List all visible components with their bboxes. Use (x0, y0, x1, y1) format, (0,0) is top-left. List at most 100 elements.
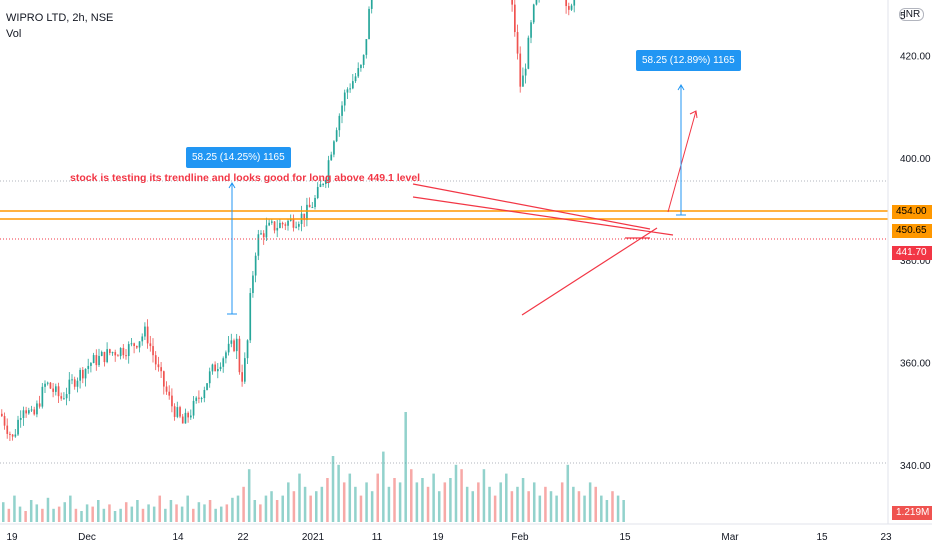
measure-callout-left[interactable]: 58.25 (14.25%) 1165 (186, 147, 291, 168)
x-tick-label: Feb (511, 532, 529, 543)
volume-bars (2, 412, 625, 522)
candle-body (527, 37, 530, 69)
volume-bar (326, 478, 329, 522)
volume-bar (354, 486, 357, 522)
candle-body (238, 338, 241, 373)
x-tick-label: 19 (6, 532, 18, 543)
volume-bar (208, 500, 212, 522)
candle-body (276, 227, 279, 231)
volume-bar (158, 495, 162, 522)
volume-bar (242, 486, 245, 522)
measure-callout-right[interactable]: 58.25 (12.89%) 1165 (636, 50, 741, 71)
volume-bar (141, 508, 145, 522)
candle-body (206, 383, 208, 390)
candles (1, 0, 576, 441)
candle-body (138, 341, 141, 348)
volume-bar (454, 464, 458, 522)
candle-body (76, 380, 79, 387)
y-tick-label: 360.00 (900, 359, 931, 370)
currency-badge[interactable]: INR (899, 8, 925, 21)
volume-bar (616, 495, 620, 522)
candle-body (163, 371, 165, 387)
candle-body (268, 222, 270, 226)
candle-body (17, 419, 19, 435)
volume-bar (13, 495, 16, 522)
volume-bar (532, 482, 536, 522)
candle-body (173, 406, 176, 417)
volume-bar (594, 486, 597, 522)
volume-bar (2, 502, 5, 522)
candle-body (346, 89, 349, 93)
volume-bar (315, 491, 318, 522)
volume-bar (460, 469, 463, 522)
candle-body (154, 355, 157, 365)
symbol-title: WIPRO LTD, 2h, NSE (6, 12, 114, 24)
candle-body (171, 395, 173, 407)
y-tick-label: 420.00 (900, 51, 931, 62)
candle-body (127, 344, 130, 357)
chart-note[interactable]: stock is testing its trendline and looks… (70, 172, 421, 184)
volume-tag: 1.219M (892, 506, 932, 520)
candle-body (30, 409, 33, 411)
volume-bar (113, 511, 117, 522)
candle-body (152, 346, 154, 356)
candle-body (179, 407, 181, 417)
candle-body (125, 355, 127, 357)
volume-bar (91, 506, 94, 522)
candle-body (19, 417, 22, 420)
candle-body (208, 371, 211, 384)
candle-body (316, 187, 319, 198)
volume-bar (35, 504, 39, 522)
volume-bar (46, 497, 50, 522)
candle-body (568, 6, 570, 10)
price-axis: 340.00360.00380.00400.00420.00440.00460.… (887, 0, 931, 524)
candle-body (68, 379, 71, 395)
volume-bar (124, 502, 128, 522)
volume-bar (538, 495, 542, 522)
volume-bar (410, 469, 413, 522)
volume-bar (365, 482, 368, 522)
candle-body (3, 416, 6, 426)
candle-body (516, 32, 519, 54)
volume-bar (309, 495, 312, 522)
volume-bar (527, 491, 530, 522)
candle-body (133, 343, 135, 347)
candle-body (319, 184, 322, 188)
x-tick-label: 23 (880, 532, 892, 543)
volume-bar (493, 495, 497, 522)
volume-bar (415, 482, 419, 522)
price-tag-450: 450.65 (892, 224, 932, 238)
volume-bar (566, 464, 570, 522)
candle-body (157, 364, 160, 368)
candle-body (95, 355, 98, 366)
volume-bar (74, 508, 78, 522)
breakout-arrow-head (689, 110, 698, 119)
volume-bar (348, 473, 352, 522)
candle-body (292, 218, 295, 228)
volume-bar (264, 495, 268, 522)
candle-body (92, 355, 95, 364)
candle-body (130, 343, 133, 345)
candle-body (192, 400, 195, 416)
volume-bar (192, 508, 195, 522)
volume-bar (102, 508, 106, 522)
candle-body (211, 364, 214, 372)
volume-bar (560, 482, 564, 522)
candle-body (100, 351, 103, 356)
candle-body (287, 220, 289, 226)
candle-body (311, 207, 314, 209)
volume-bar (169, 500, 173, 522)
volume-bar (510, 491, 514, 522)
candle-body (144, 326, 146, 337)
measure-right-arrow (677, 84, 685, 91)
volume-bar (231, 497, 234, 522)
candle-body (260, 233, 262, 235)
volume-bar (287, 482, 290, 522)
candle-body (122, 347, 125, 356)
candle-body (322, 183, 324, 185)
candle-body (6, 425, 9, 434)
volume-bar (577, 491, 581, 522)
volume-bar (600, 495, 603, 522)
x-tick-label: 15 (619, 532, 631, 543)
